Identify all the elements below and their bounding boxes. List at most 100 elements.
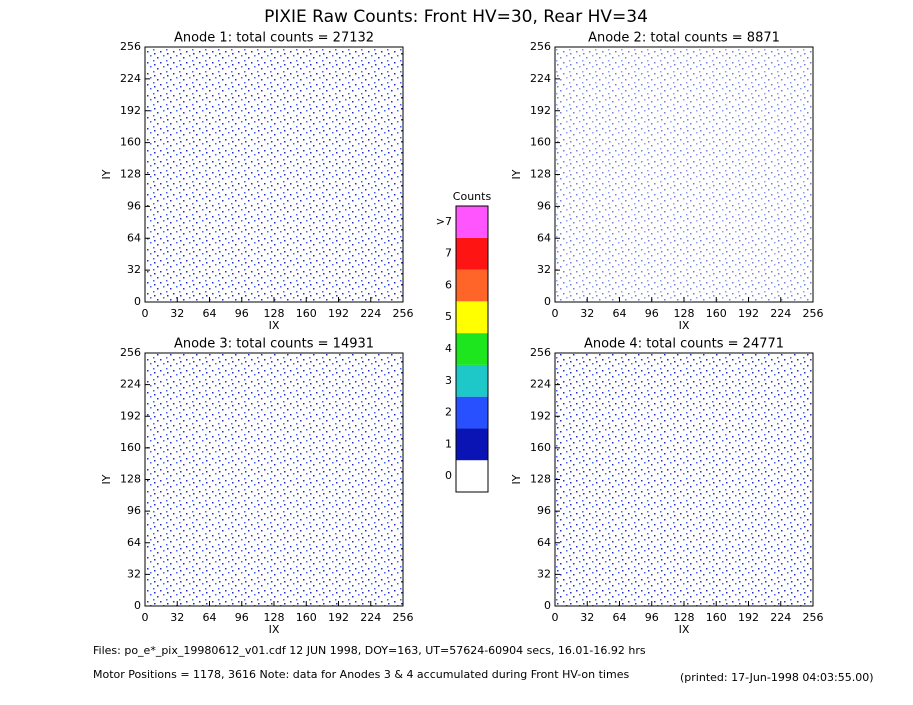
- x-tick-label: 256: [393, 611, 414, 624]
- colorbar-label: >7: [436, 215, 452, 228]
- y-tick-label: 224: [120, 378, 141, 391]
- x-tick-label: 0: [142, 307, 149, 320]
- colorbar-label: 4: [445, 342, 452, 355]
- x-tick-label: 160: [706, 307, 727, 320]
- y-tick-label: 96: [127, 504, 141, 517]
- y-tick-label: 192: [120, 409, 141, 422]
- x-tick-label: 64: [613, 307, 627, 320]
- x-tick-label: 64: [203, 307, 217, 320]
- x-tick-label: 224: [770, 307, 791, 320]
- panel-title: Anode 4: total counts = 24771: [584, 337, 784, 352]
- y-tick-label: 192: [530, 104, 551, 117]
- y-tick-label: 96: [537, 199, 551, 212]
- colorbar-label: 1: [445, 437, 452, 450]
- y-tick-label: 160: [120, 136, 141, 149]
- colorbar-swatch: [456, 460, 488, 492]
- y-tick-label: 160: [530, 441, 551, 454]
- colorbar-frame: [455, 205, 489, 493]
- colorbar-swatch: [456, 237, 488, 270]
- x-axis-label: IX: [679, 623, 690, 636]
- count-texture: [555, 353, 813, 606]
- y-tick-label: 192: [120, 104, 141, 117]
- y-axis-label: IY: [510, 169, 523, 179]
- colorbar-title: Counts: [453, 190, 492, 203]
- x-tick-label: 224: [360, 307, 381, 320]
- x-tick-label: 0: [552, 611, 559, 624]
- x-axis-label: IX: [269, 623, 280, 636]
- x-tick-label: 160: [296, 307, 317, 320]
- y-tick-label: 256: [530, 346, 551, 359]
- panel-title: Anode 3: total counts = 14931: [174, 337, 374, 352]
- colorbar-swatch: [456, 206, 488, 238]
- x-tick-label: 256: [393, 307, 414, 320]
- x-tick-label: 128: [264, 611, 285, 624]
- y-tick-label: 160: [120, 441, 141, 454]
- x-tick-label: 128: [674, 611, 695, 624]
- y-tick-label: 224: [530, 72, 551, 85]
- colorbar-swatch: [456, 364, 488, 397]
- x-tick-label: 32: [170, 307, 184, 320]
- y-tick-label: 128: [120, 168, 141, 181]
- x-tick-label: 160: [296, 611, 317, 624]
- footer-printed: (printed: 17-Jun-1998 04:03:55.00): [680, 671, 874, 684]
- x-tick-label: 192: [328, 611, 349, 624]
- x-tick-label: 64: [613, 611, 627, 624]
- x-tick-label: 32: [170, 611, 184, 624]
- x-tick-label: 32: [580, 307, 594, 320]
- count-texture: [145, 47, 403, 302]
- colorbar-swatch: [456, 396, 488, 429]
- y-tick-label: 128: [120, 473, 141, 486]
- colorbar-label: 0: [445, 469, 452, 482]
- colorbar-swatch: [456, 428, 488, 461]
- x-tick-label: 192: [738, 307, 759, 320]
- y-axis-label: IY: [100, 474, 113, 484]
- y-tick-label: 64: [537, 231, 551, 244]
- panel-title: Anode 2: total counts = 8871: [588, 31, 780, 46]
- y-tick-label: 160: [530, 136, 551, 149]
- x-tick-label: 96: [645, 307, 659, 320]
- y-tick-label: 256: [120, 346, 141, 359]
- colorbar-label: 5: [445, 310, 452, 323]
- y-tick-label: 64: [127, 536, 141, 549]
- y-tick-label: 32: [537, 263, 551, 276]
- y-tick-label: 256: [530, 40, 551, 53]
- x-tick-label: 64: [203, 611, 217, 624]
- colorbar-swatch: [456, 269, 488, 302]
- y-tick-label: 224: [530, 378, 551, 391]
- footer-files: Files: po_e*_pix_19980612_v01.cdf 12 JUN…: [93, 644, 646, 657]
- x-tick-label: 192: [328, 307, 349, 320]
- count-texture: [555, 47, 813, 302]
- count-texture: [145, 353, 403, 606]
- panel-title: Anode 1: total counts = 27132: [174, 31, 374, 46]
- y-tick-label: 224: [120, 72, 141, 85]
- colorbar-label: 7: [445, 247, 452, 260]
- y-tick-label: 64: [127, 231, 141, 244]
- x-tick-label: 96: [645, 611, 659, 624]
- y-tick-label: 0: [544, 295, 551, 308]
- y-tick-label: 32: [537, 567, 551, 580]
- footer-motor: Motor Positions = 1178, 3616 Note: data …: [93, 668, 629, 681]
- y-axis-label: IY: [100, 169, 113, 179]
- x-tick-label: 160: [706, 611, 727, 624]
- colorbar-swatch: [456, 301, 488, 334]
- x-axis-label: IX: [679, 319, 690, 332]
- x-tick-label: 96: [235, 611, 249, 624]
- x-tick-label: 192: [738, 611, 759, 624]
- y-tick-label: 0: [544, 599, 551, 612]
- x-tick-label: 0: [142, 611, 149, 624]
- colorbar-label: 6: [445, 278, 452, 291]
- x-tick-label: 256: [803, 611, 824, 624]
- page-title: PIXIE Raw Counts: Front HV=30, Rear HV=3…: [264, 7, 648, 27]
- x-tick-label: 96: [235, 307, 249, 320]
- y-tick-label: 32: [127, 567, 141, 580]
- x-tick-label: 128: [674, 307, 695, 320]
- x-tick-label: 32: [580, 611, 594, 624]
- y-tick-label: 256: [120, 40, 141, 53]
- colorbar-swatch: [456, 333, 488, 365]
- y-tick-label: 192: [530, 409, 551, 422]
- colorbar-label: 3: [445, 374, 452, 387]
- y-tick-label: 0: [134, 599, 141, 612]
- y-axis-label: IY: [510, 474, 523, 484]
